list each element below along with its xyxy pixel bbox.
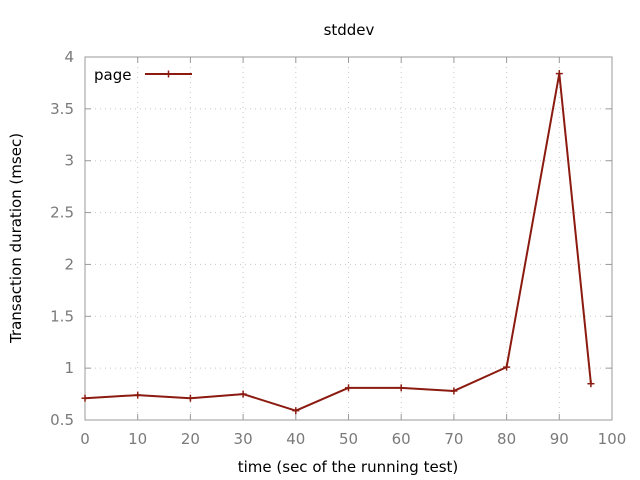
x-tick-label: 80: [497, 430, 516, 448]
x-tick-label: 70: [444, 430, 463, 448]
x-tick-label: 10: [128, 430, 147, 448]
x-tick-label: 60: [392, 430, 411, 448]
grid: [85, 57, 612, 420]
x-tick-label: 40: [286, 430, 305, 448]
data-point: [503, 363, 511, 371]
data-point: [81, 394, 89, 402]
y-tick-label: 2.5: [50, 204, 74, 222]
series-line-page: [84, 72, 592, 412]
y-tick-label: 0.5: [50, 411, 74, 429]
data-point: [587, 380, 595, 388]
data-point: [134, 391, 142, 399]
data-point: [345, 384, 352, 392]
y-tick-label: 4: [64, 48, 74, 66]
data-point: [292, 407, 300, 415]
x-tick-label: 100: [598, 430, 627, 448]
y-tick-label: 3: [64, 152, 74, 170]
data-point: [397, 384, 405, 392]
data-point: [186, 394, 194, 402]
x-axis-title: time (sec of the running test): [238, 458, 459, 476]
y-tick-label: 1: [64, 359, 74, 377]
chart-title: stddev: [324, 21, 375, 39]
series-layer: [81, 70, 595, 415]
legend-marker-page: [165, 70, 172, 78]
legend-marker-symbol: [165, 70, 172, 78]
x-tick-label: 50: [339, 430, 358, 448]
x-tick-label: 20: [181, 430, 200, 448]
legend-label-page: page: [94, 66, 131, 84]
plot-frame: [84, 56, 613, 421]
axis-ticks: 0 10 20 30 40 50 60 70 80 90 100 0.5 1 1.5 2 2.5 3 3.5 4: [50, 48, 626, 448]
x-tick-label: 30: [234, 430, 253, 448]
data-point: [239, 390, 247, 398]
x-tick-label: 0: [80, 430, 90, 448]
y-tick-label: 2: [64, 255, 74, 273]
legend: page: [94, 66, 192, 84]
y-axis-title: Transaction duration (msec): [7, 133, 25, 344]
x-tick-label: 90: [550, 430, 569, 448]
y-tick-label: 1.5: [50, 307, 74, 325]
y-tick-label: 3.5: [50, 100, 74, 118]
data-point: [555, 70, 563, 78]
data-point: [450, 387, 458, 395]
